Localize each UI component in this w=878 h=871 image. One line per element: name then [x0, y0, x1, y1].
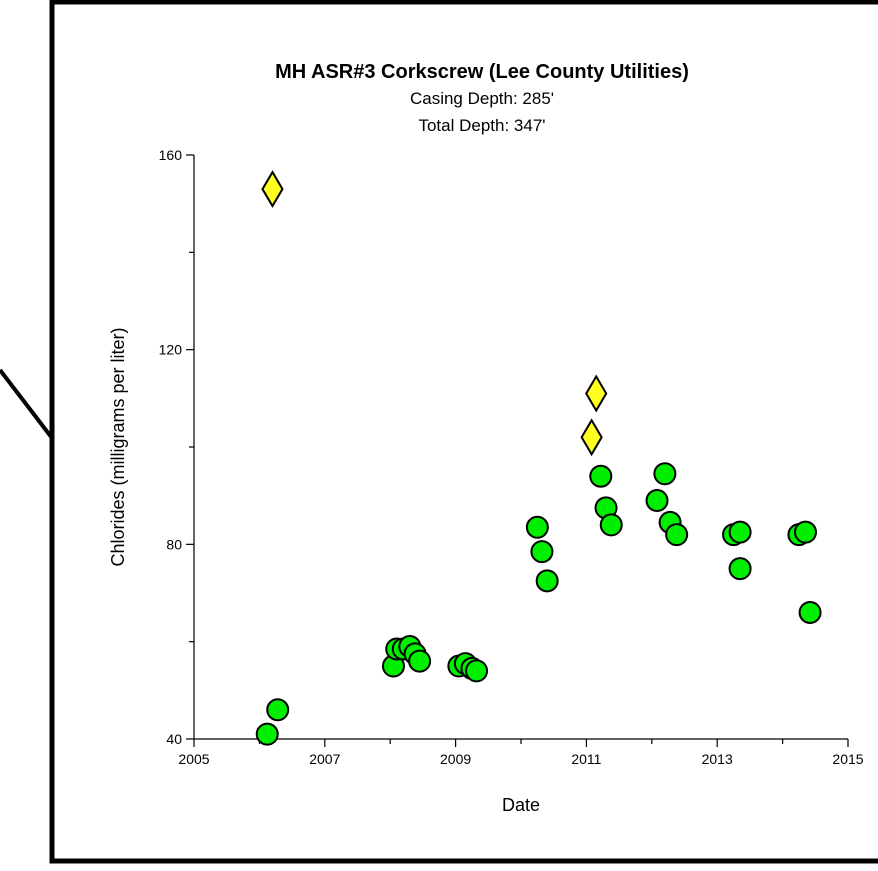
data-point-circle — [653, 462, 677, 486]
data-point-circle — [465, 659, 489, 683]
data-point-circle — [589, 464, 613, 488]
data-point-circle — [266, 698, 290, 722]
x-tick-label: 2011 — [571, 751, 601, 767]
data-point-circle — [728, 557, 752, 581]
data-point-circle — [535, 569, 559, 593]
data-point-circle — [525, 515, 549, 539]
data-point-circle — [665, 523, 689, 547]
data-point-diamond — [580, 418, 603, 457]
x-tick-label: 2013 — [702, 751, 733, 767]
decorative-diagonal-line — [0, 368, 54, 440]
data-point-circle — [599, 513, 623, 537]
x-tick-label: 2007 — [309, 751, 340, 767]
x-tick-label: 2005 — [178, 751, 209, 767]
data-point-circle — [408, 649, 432, 673]
data-point-circle — [793, 520, 817, 544]
chart-subtitle-total-depth: Total Depth: 347' — [418, 116, 545, 135]
data-point-circle — [798, 600, 822, 624]
y-tick-label: 120 — [159, 342, 183, 358]
chart-subtitle-casing-depth: Casing Depth: 285' — [410, 89, 554, 108]
x-tick-label: 2009 — [440, 751, 471, 767]
y-axis-ticks: 40 80 120 160 — [159, 147, 194, 747]
y-tick-label: 80 — [166, 536, 182, 552]
data-points — [255, 170, 822, 746]
data-point-circle — [645, 489, 669, 513]
data-point-diamond — [585, 374, 608, 413]
data-point-circle — [530, 540, 554, 564]
x-axis-ticks: 2005 2007 2009 2011 2013 2015 — [178, 739, 864, 767]
y-tick-label: 160 — [159, 147, 183, 163]
data-point-diamond — [261, 170, 284, 209]
y-axis-label: Chlorides (milligrams per liter) — [108, 327, 128, 566]
data-point-circle — [255, 722, 279, 746]
data-point-circle — [728, 520, 752, 544]
y-tick-label: 40 — [166, 731, 182, 747]
chart-frame — [49, 0, 878, 864]
chart-title: MH ASR#3 Corkscrew (Lee County Utilities… — [275, 61, 689, 83]
x-tick-label: 2015 — [832, 751, 863, 767]
x-axis-label: Date — [502, 795, 540, 815]
